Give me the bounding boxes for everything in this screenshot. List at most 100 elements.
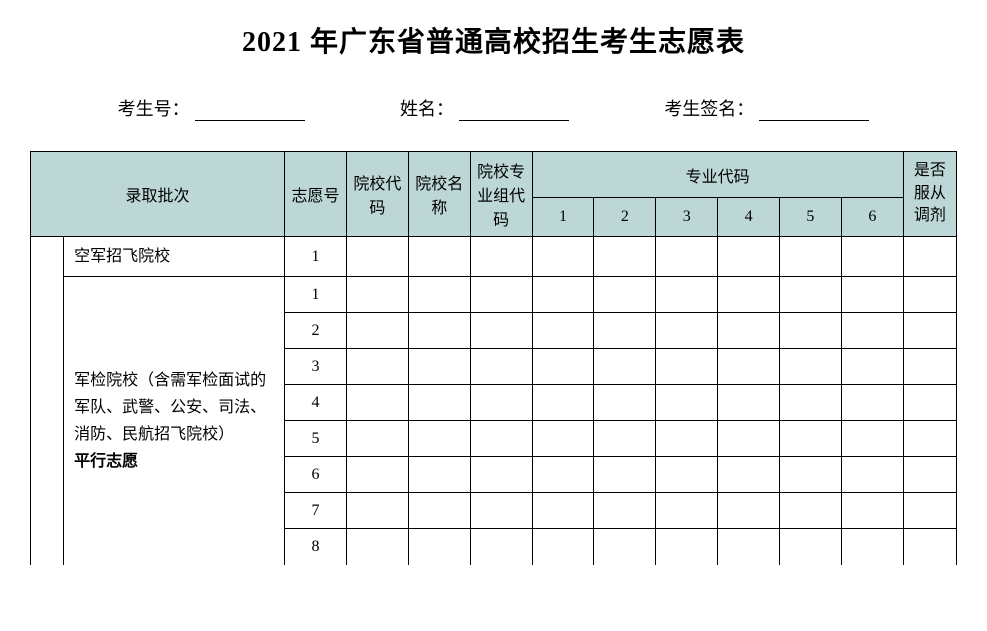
school-name-cell[interactable] — [408, 349, 470, 385]
major-group-cell[interactable] — [470, 421, 532, 457]
adjustment-cell[interactable] — [903, 385, 956, 421]
major-cell[interactable] — [532, 529, 594, 565]
major-cell[interactable] — [780, 493, 842, 529]
major-cell[interactable] — [532, 277, 594, 313]
adjustment-cell[interactable] — [903, 349, 956, 385]
major-cell[interactable] — [532, 237, 594, 277]
major-group-cell[interactable] — [470, 237, 532, 277]
major-cell[interactable] — [594, 457, 656, 493]
major-cell[interactable] — [841, 313, 903, 349]
major-cell[interactable] — [718, 313, 780, 349]
student-name-blank[interactable] — [459, 99, 569, 121]
major-group-cell[interactable] — [470, 277, 532, 313]
major-cell[interactable] — [780, 457, 842, 493]
major-cell[interactable] — [594, 421, 656, 457]
major-cell[interactable] — [841, 493, 903, 529]
major-cell[interactable] — [532, 385, 594, 421]
major-cell[interactable] — [841, 457, 903, 493]
volunteer-num-cell: 1 — [285, 277, 347, 313]
major-cell[interactable] — [656, 457, 718, 493]
major-cell[interactable] — [718, 237, 780, 277]
school-code-cell[interactable] — [346, 277, 408, 313]
major-group-cell[interactable] — [470, 385, 532, 421]
school-name-cell[interactable] — [408, 237, 470, 277]
major-cell[interactable] — [841, 237, 903, 277]
major-cell[interactable] — [780, 237, 842, 277]
adjustment-cell[interactable] — [903, 529, 956, 565]
major-cell[interactable] — [780, 385, 842, 421]
major-cell[interactable] — [780, 529, 842, 565]
adjustment-cell[interactable] — [903, 493, 956, 529]
major-cell[interactable] — [718, 493, 780, 529]
major-cell[interactable] — [841, 277, 903, 313]
school-code-cell[interactable] — [346, 349, 408, 385]
major-cell[interactable] — [780, 313, 842, 349]
major-cell[interactable] — [841, 421, 903, 457]
school-code-cell[interactable] — [346, 385, 408, 421]
major-cell[interactable] — [718, 529, 780, 565]
school-code-cell[interactable] — [346, 313, 408, 349]
adjustment-cell[interactable] — [903, 313, 956, 349]
major-group-cell[interactable] — [470, 529, 532, 565]
school-name-cell[interactable] — [408, 421, 470, 457]
major-cell[interactable] — [841, 385, 903, 421]
adjustment-cell[interactable] — [903, 457, 956, 493]
major-cell[interactable] — [718, 349, 780, 385]
category-military: 军检院校（含需军检面试的军队、武警、公安、司法、消防、民航招飞院校） 平行志愿 — [64, 277, 285, 565]
major-cell[interactable] — [841, 529, 903, 565]
major-cell[interactable] — [594, 237, 656, 277]
adjustment-cell[interactable] — [903, 277, 956, 313]
school-code-cell[interactable] — [346, 529, 408, 565]
major-cell[interactable] — [780, 277, 842, 313]
major-cell[interactable] — [718, 457, 780, 493]
major-group-cell[interactable] — [470, 349, 532, 385]
school-name-cell[interactable] — [408, 313, 470, 349]
major-cell[interactable] — [532, 493, 594, 529]
major-cell[interactable] — [532, 421, 594, 457]
header-major-2: 2 — [594, 198, 656, 237]
major-cell[interactable] — [656, 493, 718, 529]
major-group-cell[interactable] — [470, 457, 532, 493]
adjustment-cell[interactable] — [903, 237, 956, 277]
major-cell[interactable] — [656, 529, 718, 565]
major-cell[interactable] — [780, 421, 842, 457]
major-cell[interactable] — [656, 349, 718, 385]
student-signature-label: 考生签名： — [664, 95, 754, 121]
major-cell[interactable] — [656, 313, 718, 349]
student-id-blank[interactable] — [195, 99, 305, 121]
volunteer-num-cell: 4 — [285, 385, 347, 421]
major-cell[interactable] — [718, 421, 780, 457]
major-cell[interactable] — [656, 385, 718, 421]
school-name-cell[interactable] — [408, 493, 470, 529]
table-row: 空军招飞院校 1 — [31, 237, 957, 277]
major-cell[interactable] — [780, 349, 842, 385]
school-name-cell[interactable] — [408, 529, 470, 565]
major-group-cell[interactable] — [470, 493, 532, 529]
major-cell[interactable] — [594, 529, 656, 565]
school-name-cell[interactable] — [408, 385, 470, 421]
major-cell[interactable] — [718, 385, 780, 421]
major-cell[interactable] — [532, 457, 594, 493]
major-cell[interactable] — [594, 313, 656, 349]
school-name-cell[interactable] — [408, 277, 470, 313]
school-name-cell[interactable] — [408, 457, 470, 493]
major-cell[interactable] — [594, 277, 656, 313]
major-cell[interactable] — [841, 349, 903, 385]
school-code-cell[interactable] — [346, 493, 408, 529]
major-cell[interactable] — [594, 493, 656, 529]
major-cell[interactable] — [594, 349, 656, 385]
major-cell[interactable] — [532, 313, 594, 349]
major-cell[interactable] — [594, 385, 656, 421]
student-signature-blank[interactable] — [759, 99, 869, 121]
header-volunteer-number: 志愿号 — [285, 152, 347, 237]
major-cell[interactable] — [656, 421, 718, 457]
school-code-cell[interactable] — [346, 237, 408, 277]
major-group-cell[interactable] — [470, 313, 532, 349]
adjustment-cell[interactable] — [903, 421, 956, 457]
school-code-cell[interactable] — [346, 457, 408, 493]
major-cell[interactable] — [656, 237, 718, 277]
major-cell[interactable] — [656, 277, 718, 313]
school-code-cell[interactable] — [346, 421, 408, 457]
major-cell[interactable] — [718, 277, 780, 313]
major-cell[interactable] — [532, 349, 594, 385]
